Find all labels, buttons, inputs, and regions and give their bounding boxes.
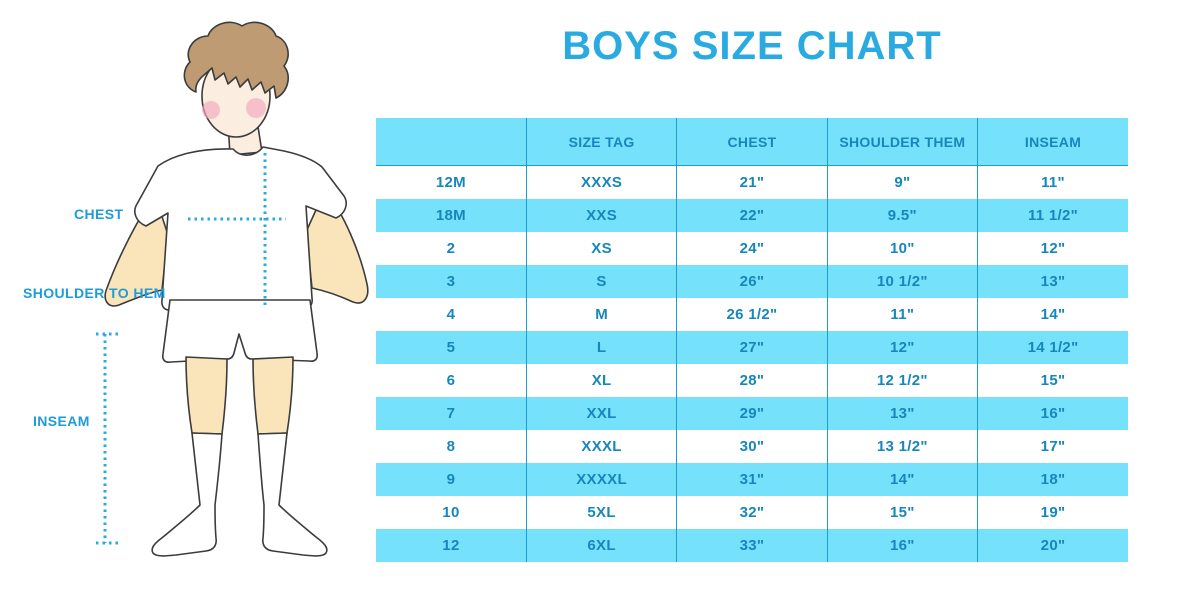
measurement-cell: M [525,298,677,331]
measurement-cell: 20" [977,529,1128,562]
measurement-cell: XXXL [525,430,677,463]
left-leg-shape [185,356,228,435]
boy-illustration [96,21,369,557]
right-sock-shape [257,432,328,557]
measurement-cell: 19" [977,496,1128,529]
measurement-cell: 11 1/2" [977,199,1128,232]
size-cell: 4 [446,306,456,323]
measurement-cell: 14 1/2" [977,331,1128,364]
size-cell: 9 [446,471,456,488]
measurement-cell: XL [525,364,677,397]
shorts-shape [162,299,318,363]
measurement-cell: S [525,265,677,298]
measurement-cell: XXS [525,199,677,232]
measurement-cell: 15" [977,364,1128,397]
right-leg-shape [252,356,294,435]
measurement-cell: XXXS [525,165,677,199]
inseam-label: INSEAM [33,413,90,429]
size-cell: 3 [446,273,456,290]
size-cell: 12 [442,537,460,554]
column-header: SHOULDER THEM [826,118,978,166]
table-row: 18M XXS 22" 9.5" 11 1/2" [376,199,1128,232]
measurement-cell: 31" [676,463,828,496]
measurement-cell: XXL [525,397,677,430]
size-cell: 6 [446,372,456,389]
page-title: BOYS SIZE CHART [562,24,942,68]
measurement-cell: 11" [826,298,978,331]
measurement-cell: 26" [676,265,828,298]
measurement-cell: 14" [826,463,978,496]
table-row: 10 5XL 32" 15" 19" [376,496,1128,529]
table-row: 2 XS 24" 10" 12" [376,232,1128,265]
measurement-cell: 29" [676,397,828,430]
measurement-cell: 12" [826,331,978,364]
column-header: SIZE TAG [525,118,677,166]
table-row: 9 XXXXL 31" 14" 18" [376,463,1128,496]
size-column-spacer [376,118,527,166]
measurement-cell: 30" [676,430,828,463]
size-cell: 12M [435,174,466,191]
size-cell: 5 [446,339,456,356]
measurement-cell: 28" [676,364,828,397]
right-blush [246,98,266,118]
column-header: CHEST [676,118,828,166]
size-cell: 2 [446,240,456,257]
right-arm-shape [305,189,369,304]
measurement-cell: 12 1/2" [826,364,978,397]
measurement-cell: 13" [977,265,1128,298]
measurement-cell: 13" [826,397,978,430]
left-blush [202,101,220,119]
measurement-cell: 17" [977,430,1128,463]
table-row: 4 M 26 1/2" 11" 14" [376,298,1128,331]
left-sock-shape [151,432,223,557]
table-row: 8 XXXL 30" 13 1/2" 17" [376,430,1128,463]
measurement-cell: 32" [676,496,828,529]
size-cell: 10 [442,504,460,521]
chest-label: CHEST [74,206,124,222]
table-row: 7 XXL 29" 13" 16" [376,397,1128,430]
measurement-cell: 18" [977,463,1128,496]
measurement-cell: 11" [977,165,1128,199]
measurement-cell: 12" [977,232,1128,265]
table-row: 3 S 26" 10 1/2" 13" [376,265,1128,298]
size-table-header-row: SIZE TAG CHEST SHOULDER THEM INSEAM [376,118,1128,166]
table-row: 5 L 27" 12" 14 1/2" [376,331,1128,364]
hair-shape [183,21,289,99]
shoulder-to-hem-label: SHOULDER TO HEM [23,285,166,301]
measurement-cell: 5XL [525,496,677,529]
table-row: 6 XL 28" 12 1/2" 15" [376,364,1128,397]
table-row: 12M XXXS 21" 9" 11" [376,165,1128,199]
measurement-cell: 22" [676,199,828,232]
measurement-cell: 9.5" [826,199,978,232]
measurement-cell: 14" [977,298,1128,331]
measurement-cell: 15" [826,496,978,529]
measurement-cell: 16" [977,397,1128,430]
measurement-cell: XS [525,232,677,265]
measurement-cell: 33" [676,529,828,562]
column-header: INSEAM [977,118,1128,166]
measurement-cell: 16" [826,529,978,562]
table-row: 12 6XL 33" 16" 20" [376,529,1128,562]
size-table: SIZE TAG CHEST SHOULDER THEM INSEAM 12M XXXS… [376,118,1128,562]
size-cell: 7 [446,405,456,422]
measurement-cell: XXXXL [525,463,677,496]
measurement-cell: 10 1/2" [826,265,978,298]
measurement-cell: 6XL [525,529,677,562]
measurement-cell: 10" [826,232,978,265]
size-table-body: 12M XXXS 21" 9" 11" 18M XXS 22" 9.5" 11 1/2" 2 XS 24… [376,165,1128,562]
size-cell: 18M [435,207,466,224]
measurement-cell: 27" [676,331,828,364]
measurement-cell: 21" [676,165,828,199]
measurement-cell: 24" [676,232,828,265]
measurement-cell: 9" [826,165,978,199]
measurement-cell: L [525,331,677,364]
measurement-cell: 26 1/2" [676,298,828,331]
measurement-cell: 13 1/2" [826,430,978,463]
size-cell: 8 [446,438,456,455]
